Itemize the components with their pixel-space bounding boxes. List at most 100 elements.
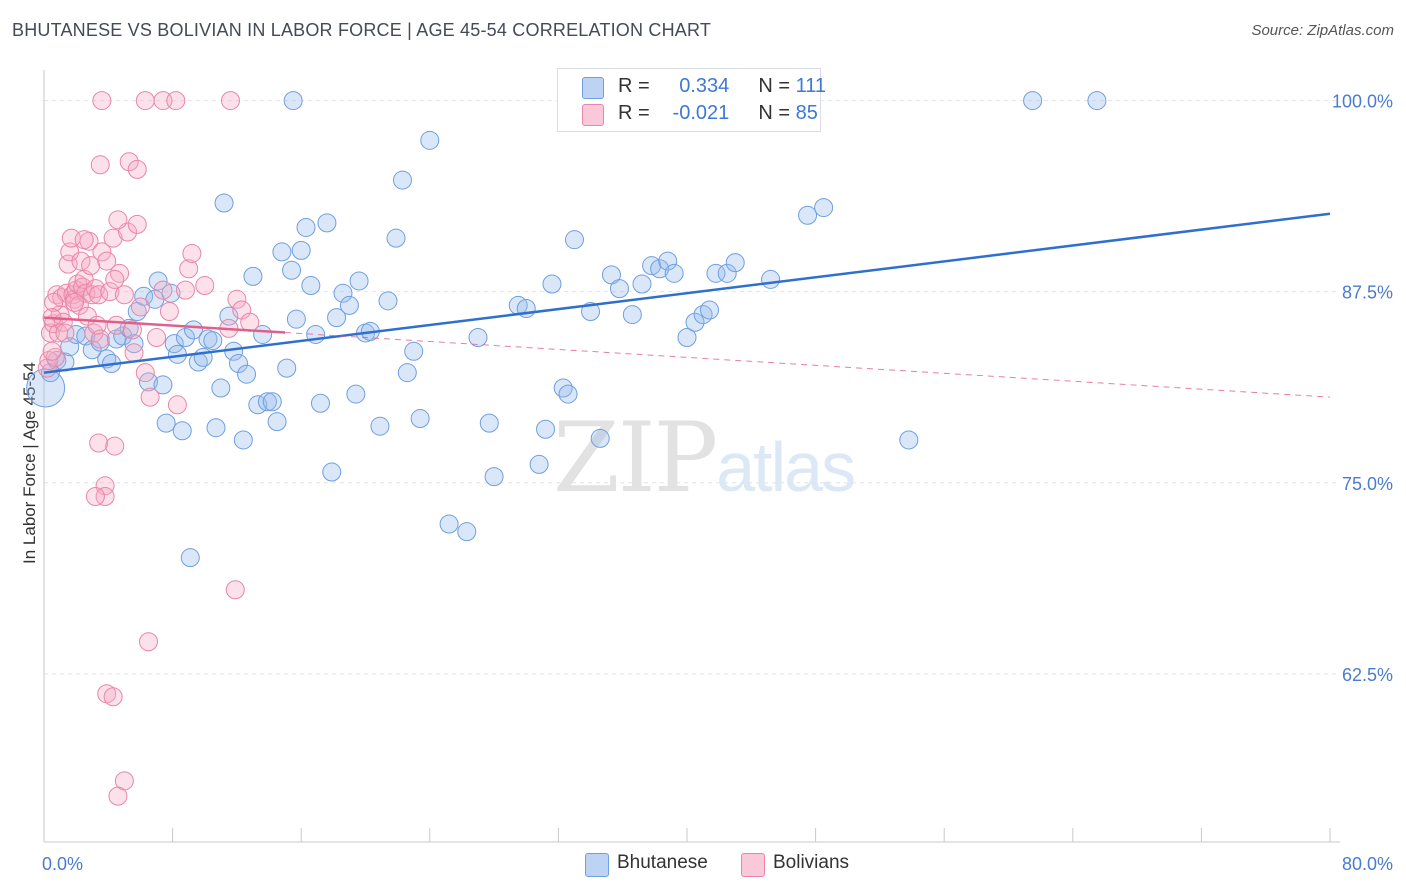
point-bolivians — [225, 580, 245, 600]
point-bhutanese — [650, 259, 670, 279]
point-bhutanese — [536, 419, 556, 439]
point-bolivians — [106, 315, 126, 335]
point-bolivians — [122, 320, 142, 340]
point-bhutanese — [257, 392, 277, 412]
trendline-bhutanese — [43, 212, 1331, 374]
point-bhutanese — [1023, 91, 1043, 111]
point-bolivians — [71, 251, 91, 271]
bottom-legend-swatch-bolivians — [741, 853, 765, 877]
point-bhutanese — [717, 263, 737, 283]
point-bolivians — [179, 259, 199, 279]
point-bhutanese — [349, 271, 369, 291]
point-bolivians — [127, 159, 147, 179]
point-bhutanese — [558, 384, 578, 404]
point-bhutanese — [529, 454, 549, 474]
legend-n-label: N = — [758, 102, 791, 124]
point-bhutanese — [243, 266, 263, 286]
point-bhutanese — [798, 205, 818, 225]
point-bhutanese — [113, 326, 133, 346]
point-bhutanese — [206, 418, 226, 438]
point-bhutanese — [420, 130, 440, 150]
point-bhutanese — [479, 413, 499, 433]
point-bhutanese — [317, 213, 337, 233]
point-bolivians — [119, 152, 139, 172]
trend-layer — [43, 212, 1331, 398]
point-bolivians — [90, 329, 110, 349]
point-bhutanese — [164, 334, 184, 354]
point-bhutanese — [296, 217, 316, 237]
point-bhutanese — [175, 328, 195, 348]
point-bolivians — [220, 91, 240, 111]
point-bhutanese — [392, 170, 412, 190]
point-bhutanese — [286, 309, 306, 329]
point-bhutanese — [622, 305, 642, 325]
point-bolivians — [65, 292, 85, 312]
point-bolivians — [85, 279, 105, 299]
point-bhutanese — [468, 328, 488, 348]
point-bhutanese — [814, 198, 834, 218]
point-bolivians — [45, 347, 65, 367]
point-bolivians — [81, 256, 101, 276]
point-bolivians — [103, 687, 123, 707]
point-bolivians — [90, 155, 110, 175]
point-bolivians — [153, 280, 173, 300]
point-bhutanese — [282, 260, 302, 280]
point-bhutanese — [47, 350, 67, 370]
points-layer — [26, 91, 1107, 806]
trendline-bolivians-solid — [43, 316, 286, 334]
point-bolivians — [227, 289, 247, 309]
point-bhutanese — [310, 393, 330, 413]
tick-label-layer: 100.0% 87.5% 75.0% 62.5% 0.0% 80.0% — [42, 92, 1393, 874]
point-bhutanese — [439, 514, 459, 534]
point-bolivians — [130, 297, 150, 317]
point-bolivians — [85, 487, 105, 507]
point-bhutanese — [370, 416, 390, 436]
legend-r-label: R = — [618, 102, 650, 124]
point-bolivians — [44, 292, 64, 312]
point-bolivians — [127, 214, 147, 234]
bottom-legend-label-bolivians: Bolivians — [773, 852, 850, 873]
point-bhutanese — [761, 269, 781, 289]
point-bhutanese — [590, 428, 610, 448]
point-bhutanese — [211, 378, 231, 398]
x-tick-label: 80.0% — [1342, 854, 1393, 874]
point-bhutanese — [322, 462, 342, 482]
point-bhutanese — [378, 291, 398, 311]
legend-swatch-bolivians — [582, 104, 604, 126]
bottom-legend-label-bhutanese: Bhutanese — [617, 852, 708, 873]
point-bolivians — [55, 323, 75, 343]
point-bolivians — [92, 242, 112, 262]
point-bhutanese — [229, 354, 249, 374]
point-bolivians — [114, 285, 134, 305]
source-label: Source: ZipAtlas.com — [1251, 22, 1394, 39]
point-bhutanese — [700, 300, 720, 320]
point-bhutanese — [685, 312, 705, 332]
point-bolivians — [166, 91, 186, 111]
bottom-legend-swatch-bhutanese — [585, 853, 609, 877]
y-tick-label: 100.0% — [1332, 92, 1393, 112]
point-bhutanese — [581, 302, 601, 322]
point-bhutanese — [148, 271, 168, 291]
point-bhutanese — [658, 251, 678, 271]
point-bolivians — [89, 433, 109, 453]
point-bhutanese — [203, 331, 223, 351]
point-bhutanese — [457, 522, 477, 542]
point-bhutanese — [1087, 91, 1107, 111]
point-bhutanese — [609, 279, 629, 299]
point-bolivians — [95, 476, 115, 496]
point-bolivians — [42, 341, 62, 361]
watermark-atlas: atlas — [716, 428, 856, 506]
y-tick-label: 62.5% — [1342, 665, 1393, 685]
point-bolivians — [159, 302, 179, 322]
legend-r-value: -0.021 — [672, 102, 730, 124]
point-bolivians — [108, 210, 128, 230]
legend-swatch-bhutanese — [582, 77, 604, 99]
point-bhutanese — [277, 358, 297, 378]
point-bhutanese — [283, 91, 303, 111]
point-bhutanese — [725, 253, 745, 273]
legend-n-value: 111 — [795, 75, 827, 97]
point-bhutanese — [214, 193, 234, 213]
point-bhutanese — [386, 228, 406, 248]
point-bhutanese — [410, 409, 430, 429]
point-bhutanese — [632, 274, 652, 294]
